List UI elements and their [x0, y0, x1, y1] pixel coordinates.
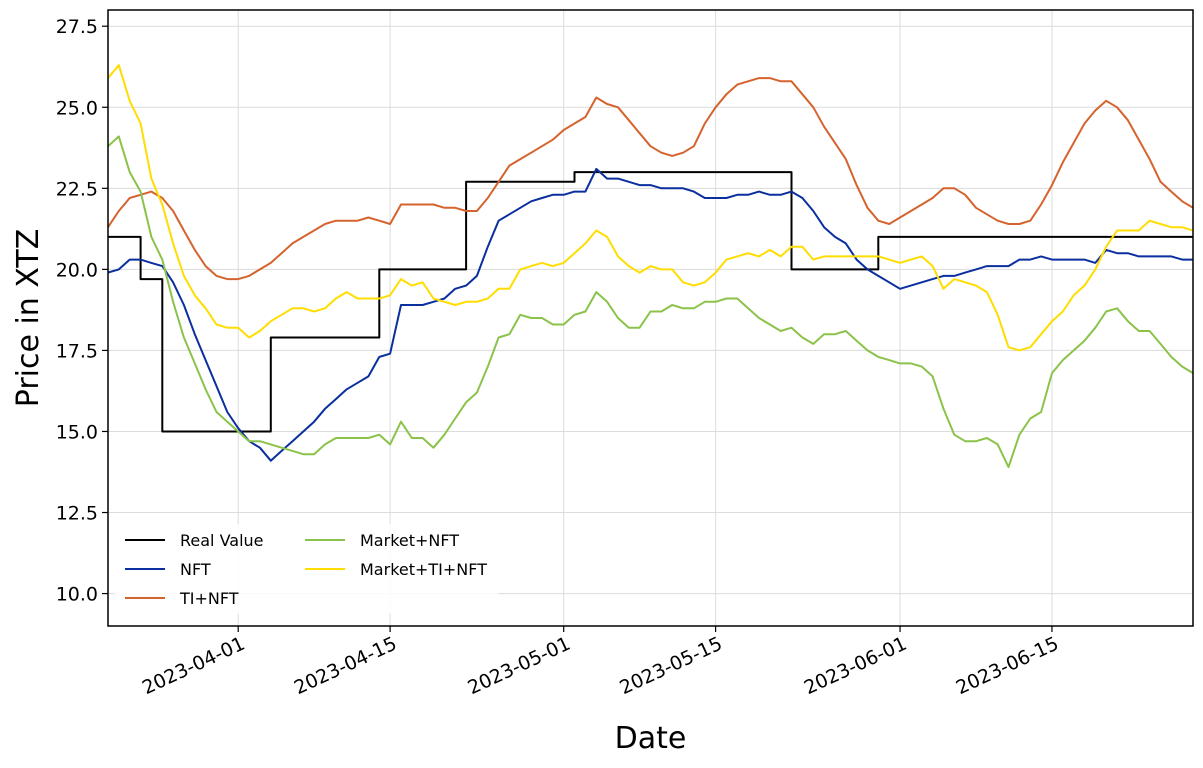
plot-series — [108, 64, 1193, 469]
x-tick-label: 2023-06-15 — [953, 633, 1062, 700]
x-tick-label: 2023-04-01 — [139, 633, 248, 700]
series-line-real-value — [108, 171, 1193, 433]
legend-label: NFT — [180, 560, 211, 579]
x-tick-label: 2023-04-15 — [291, 633, 400, 700]
legend-label: Market+NFT — [360, 531, 459, 550]
y-axis-title: Price in XTZ — [11, 229, 46, 408]
series-line-market-nft — [108, 135, 1193, 469]
x-tick-label: 2023-05-01 — [464, 633, 573, 700]
legend-item: TI+NFT — [125, 589, 239, 608]
y-axis-ticks: 10.0 12.5 15.0 17.5 20.0 22.5 25.0 27.5 — [56, 16, 108, 606]
legend-label: TI+NFT — [179, 589, 239, 608]
legend-label: Market+TI+NFT — [360, 560, 487, 579]
y-tick-label: 25.0 — [56, 97, 98, 119]
series-line-nft — [108, 167, 1193, 462]
legend-label: Real Value — [180, 531, 264, 550]
y-tick-label: 10.0 — [56, 584, 98, 606]
y-tick-label: 12.5 — [56, 503, 98, 525]
x-tick-label: 2023-05-15 — [616, 633, 725, 700]
plot-frame — [107, 9, 1194, 627]
legend: Real Value NFT TI+NFT Market+NFT Market+TI+N… — [114, 524, 498, 614]
legend-item: Market+TI+NFT — [305, 560, 487, 579]
x-axis-title: Date — [615, 721, 687, 756]
y-tick-label: 27.5 — [56, 16, 98, 38]
y-tick-label: 22.5 — [56, 178, 98, 200]
series-line-ti-nft — [108, 77, 1193, 281]
y-tick-label: 20.0 — [56, 259, 98, 281]
y-tick-label: 15.0 — [56, 421, 98, 443]
legend-item: NFT — [125, 560, 211, 579]
y-tick-label: 17.5 — [56, 340, 98, 362]
x-tick-label: 2023-06-01 — [801, 633, 910, 700]
grid — [108, 10, 1193, 626]
legend-item: Market+NFT — [305, 531, 459, 550]
legend-item: Real Value — [125, 531, 264, 550]
series-line-market-ti-nft — [108, 64, 1193, 352]
x-axis-ticks: 2023-04-01 2023-04-15 2023-05-01 2023-05-15… — [139, 626, 1062, 699]
